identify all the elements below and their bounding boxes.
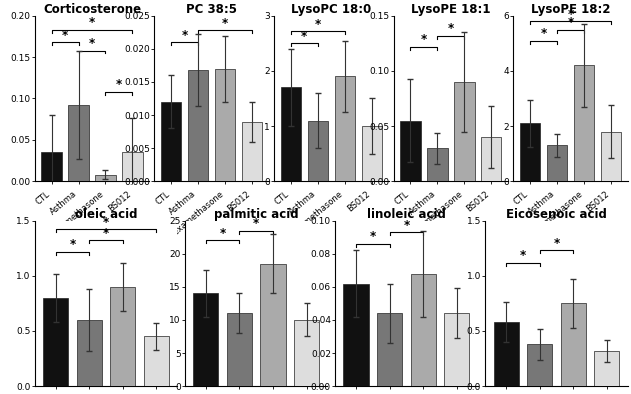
Text: *: * xyxy=(553,237,560,250)
Bar xyxy=(193,294,218,386)
Bar xyxy=(294,320,319,386)
Text: *: * xyxy=(103,216,109,229)
Title: LysoPC 18:0: LysoPC 18:0 xyxy=(291,3,372,16)
Text: *: * xyxy=(301,30,307,43)
Bar xyxy=(561,303,586,386)
Text: Dexamethasone: Dexamethasone xyxy=(286,190,345,241)
Text: *: * xyxy=(520,249,526,262)
Bar xyxy=(493,322,519,386)
Bar xyxy=(547,145,567,181)
Text: BS012: BS012 xyxy=(465,190,492,214)
Bar xyxy=(594,351,620,386)
Title: Corticosterone: Corticosterone xyxy=(43,3,141,16)
Text: CTL: CTL xyxy=(34,190,52,206)
Text: *: * xyxy=(69,238,76,251)
Bar xyxy=(343,284,369,386)
Text: *: * xyxy=(222,17,228,30)
Bar xyxy=(601,132,621,181)
Text: Dexamethasone: Dexamethasone xyxy=(47,190,105,241)
Title: palmitic acid: palmitic acid xyxy=(214,208,298,221)
Text: *: * xyxy=(541,27,546,40)
Text: Asthma: Asthma xyxy=(407,190,437,217)
Text: Dexamethasone: Dexamethasone xyxy=(526,190,584,241)
Bar xyxy=(144,336,169,386)
Bar xyxy=(122,152,143,181)
Text: Asthma: Asthma xyxy=(527,190,557,217)
Title: LysoPE 18:1: LysoPE 18:1 xyxy=(411,3,491,16)
Text: BS012: BS012 xyxy=(345,190,372,214)
Text: Asthma: Asthma xyxy=(288,190,318,217)
Bar xyxy=(481,137,502,181)
Text: *: * xyxy=(315,18,321,31)
Bar xyxy=(110,287,136,386)
Text: *: * xyxy=(421,33,427,46)
Text: *: * xyxy=(370,230,376,243)
Bar xyxy=(444,313,469,386)
Bar xyxy=(215,69,235,181)
Bar xyxy=(188,70,208,181)
Bar xyxy=(43,298,68,386)
Text: *: * xyxy=(567,7,574,20)
Text: *: * xyxy=(62,29,68,42)
Bar xyxy=(308,121,328,181)
Text: *: * xyxy=(103,227,109,240)
Bar xyxy=(362,126,382,181)
Bar xyxy=(400,121,421,181)
Bar xyxy=(520,123,540,181)
Title: oleic acid: oleic acid xyxy=(74,208,138,221)
Text: Dexamethasone: Dexamethasone xyxy=(406,190,464,241)
Text: *: * xyxy=(448,22,454,35)
Text: Asthma: Asthma xyxy=(168,190,198,217)
Bar xyxy=(76,320,102,386)
Text: *: * xyxy=(116,78,122,91)
Text: BS012: BS012 xyxy=(106,190,133,214)
Bar xyxy=(68,105,88,181)
Bar xyxy=(574,65,594,181)
Text: *: * xyxy=(253,217,259,230)
Bar xyxy=(281,87,301,181)
Bar xyxy=(261,264,286,386)
Bar xyxy=(334,76,355,181)
Bar xyxy=(242,122,262,181)
Title: linoleic acid: linoleic acid xyxy=(367,208,446,221)
Title: LysoPE 18:2: LysoPE 18:2 xyxy=(531,3,610,16)
Text: Dexamethasone: Dexamethasone xyxy=(167,190,225,241)
Text: *: * xyxy=(89,16,95,29)
Bar xyxy=(527,344,552,386)
Text: *: * xyxy=(182,29,188,42)
Text: BS012: BS012 xyxy=(585,190,611,214)
Bar xyxy=(411,273,436,386)
Text: Asthma: Asthma xyxy=(48,190,78,217)
Text: CTL: CTL xyxy=(273,190,291,206)
Title: Eicosenoic acid: Eicosenoic acid xyxy=(506,208,607,221)
Text: *: * xyxy=(89,37,95,50)
Title: PC 38:5: PC 38:5 xyxy=(186,3,237,16)
Bar xyxy=(95,175,115,181)
Text: *: * xyxy=(567,16,574,29)
Bar xyxy=(427,148,447,181)
Bar xyxy=(377,313,402,386)
Bar xyxy=(42,152,62,181)
Text: CTL: CTL xyxy=(153,190,171,206)
Text: CTL: CTL xyxy=(393,190,411,206)
Bar xyxy=(227,313,252,386)
Bar xyxy=(454,82,475,181)
Bar xyxy=(161,102,181,181)
Text: *: * xyxy=(403,219,410,232)
Text: BS012: BS012 xyxy=(226,190,252,214)
Text: CTL: CTL xyxy=(512,190,530,206)
Text: *: * xyxy=(220,227,226,240)
